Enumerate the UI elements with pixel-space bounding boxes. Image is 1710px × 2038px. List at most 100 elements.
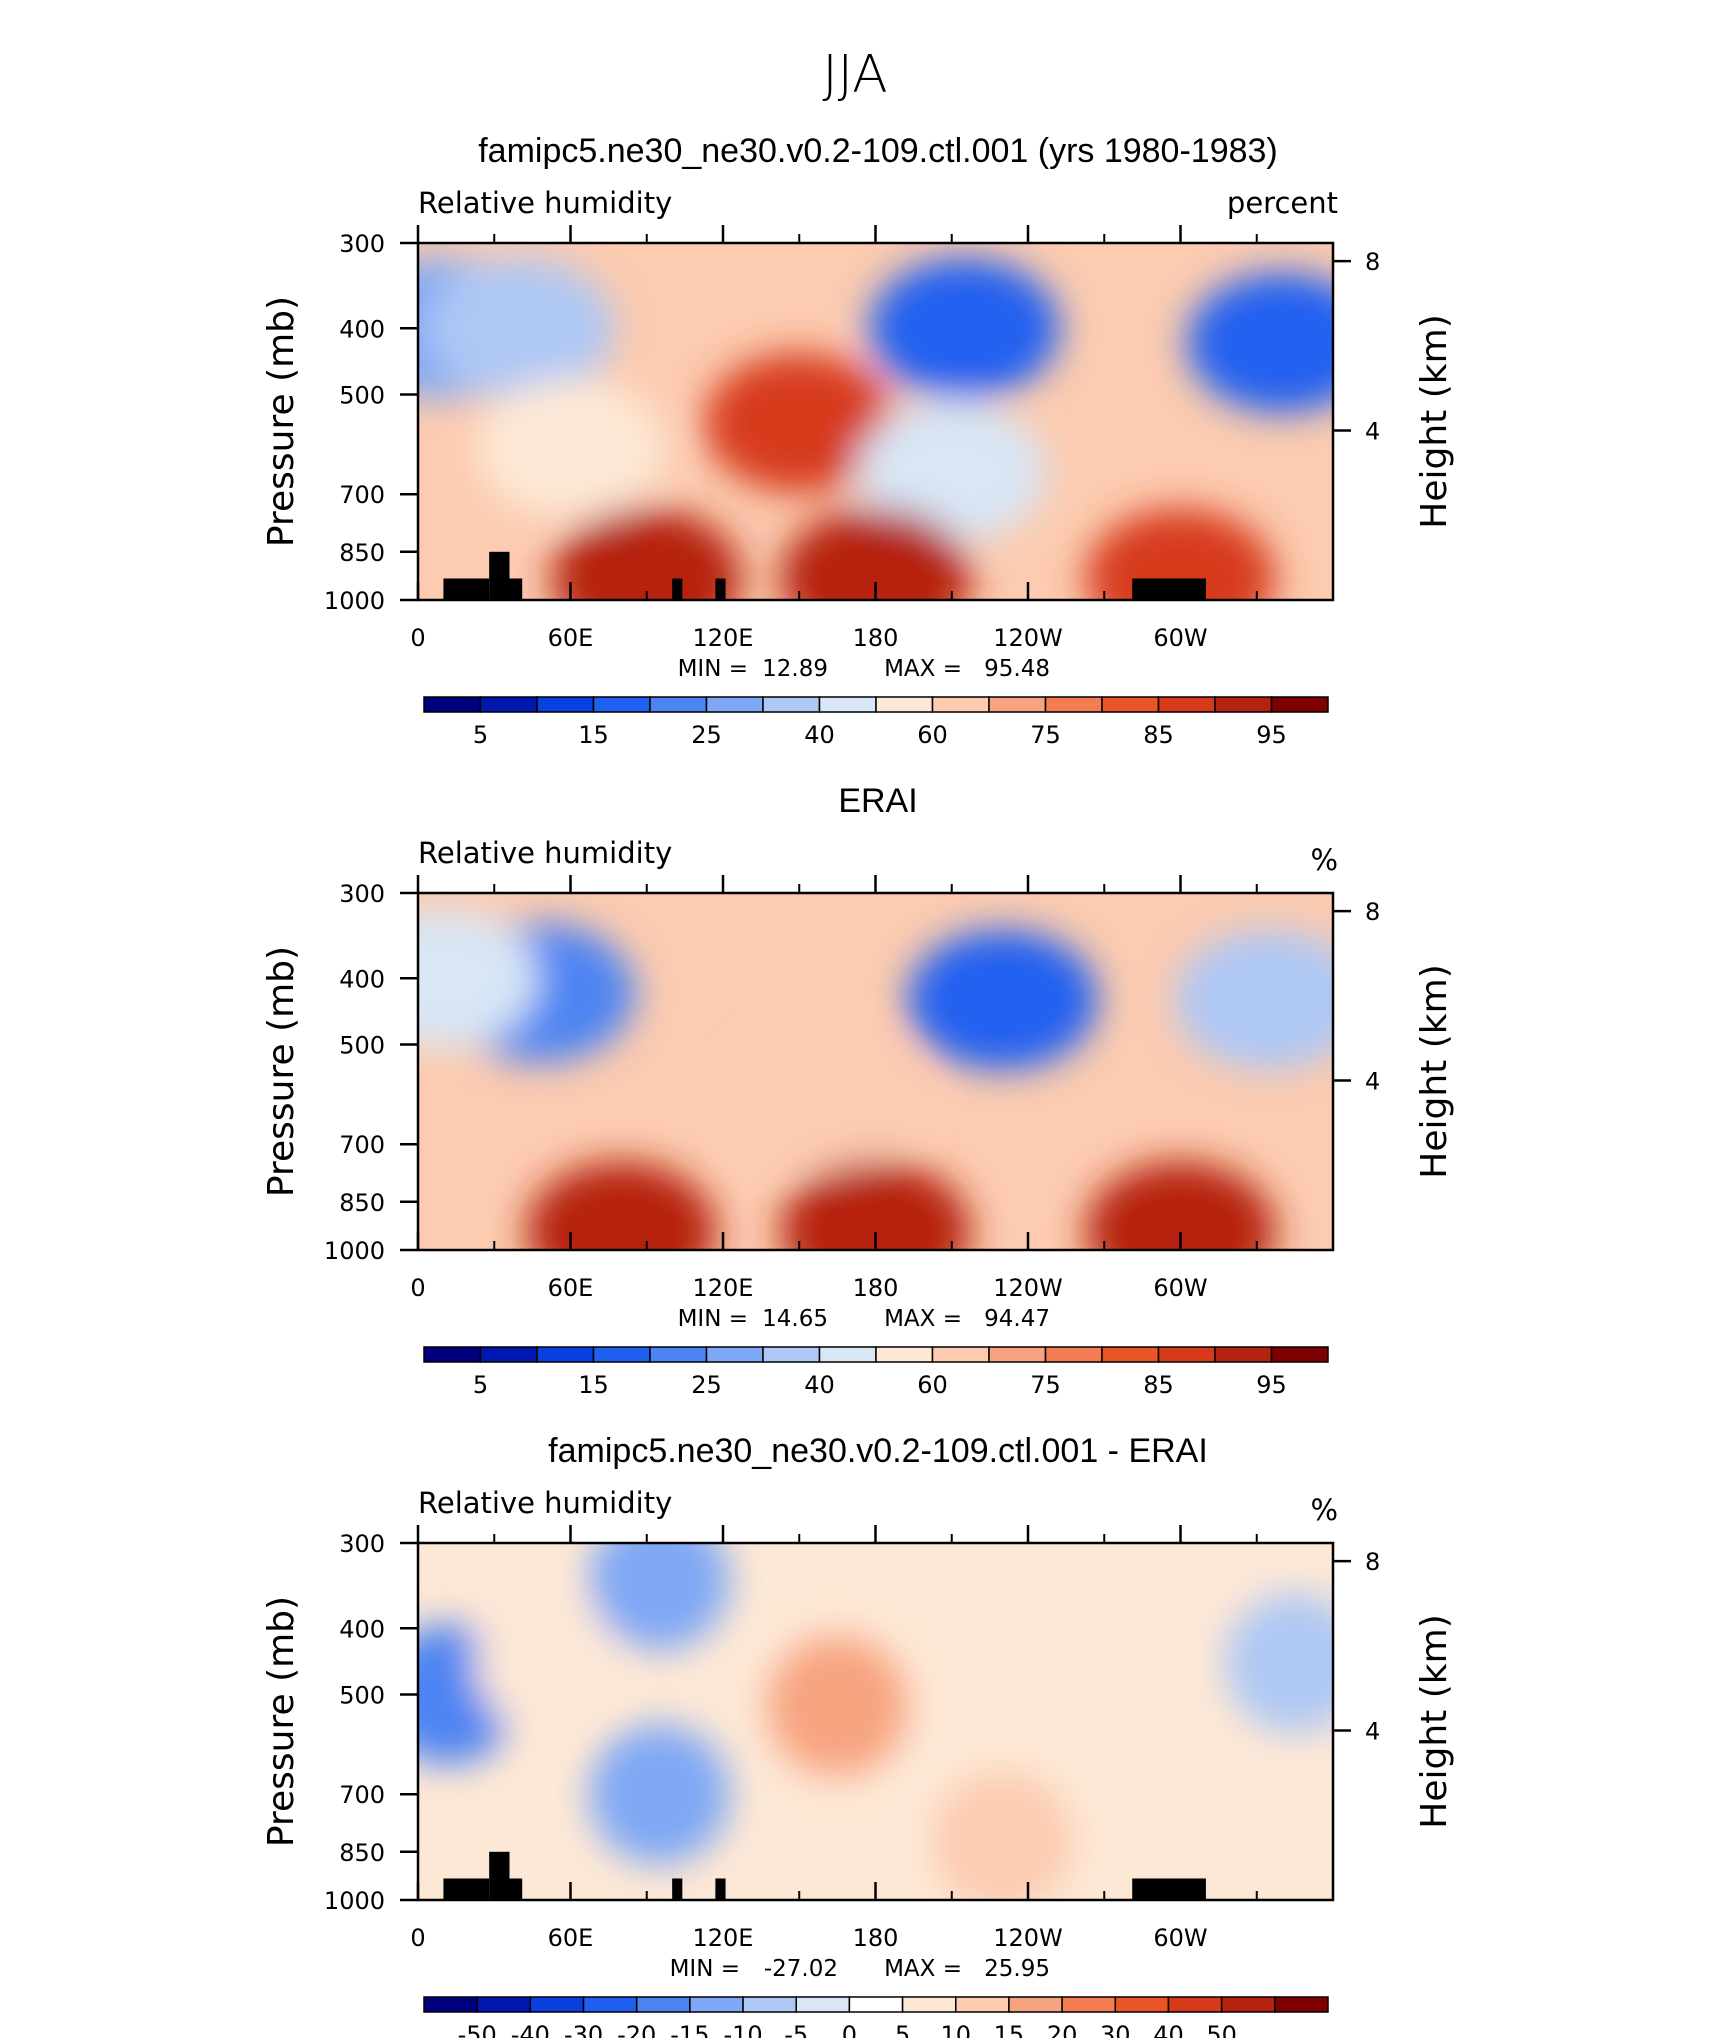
x-tick-label: 180 (853, 1274, 899, 1302)
colorbar-label: 0 (842, 2021, 857, 2038)
axes: 0 60E 120E 180 120W 60W 300 400 500 700 850 1000 8 4 P… (261, 225, 1455, 652)
y-tick-label: 400 (339, 315, 385, 343)
min-label: MIN = (678, 1306, 748, 1332)
y-tick-label: 700 (339, 1781, 385, 1809)
colorbar-label: 15 (994, 2021, 1025, 2038)
y-tick-label: 850 (339, 1839, 385, 1867)
contour-region (589, 1543, 730, 1651)
panel-title: famipc5.ne30_ne30.v0.2-109.ctl.001 (yrs … (478, 132, 1278, 170)
contour-region (856, 402, 1047, 543)
colorbar-label: 5 (895, 2021, 910, 2038)
colorbar-swatch (848, 1996, 904, 2013)
colorbar-swatch (529, 1996, 585, 2013)
colorbar-swatch (592, 696, 651, 713)
y-axis-label: Pressure (mb) (261, 946, 302, 1197)
y-tick-label: 700 (339, 481, 385, 509)
colorbar: -50 -40 -30 -20 -15 -10 -5 0 5 10 15 20 30 40 50 (423, 1996, 1329, 2038)
colorbar-swatch (795, 1996, 851, 2013)
x-tick-label: 0 (410, 1274, 425, 1302)
colorbar-swatch (536, 1346, 595, 1363)
y-tick-label: 1000 (324, 587, 385, 615)
colorbar-swatch (931, 696, 990, 713)
colorbar-label: -30 (564, 2021, 603, 2038)
y-tick-label: 1000 (324, 1237, 385, 1265)
panel-title: ERAI (838, 782, 917, 820)
x-tick-label: 180 (853, 624, 899, 652)
topography-mask (489, 551, 510, 600)
colorbar-label: 15 (578, 1371, 609, 1399)
colorbar-swatch (582, 1996, 638, 2013)
contour-region (475, 1593, 616, 1734)
colorbar-label: 75 (1030, 1371, 1061, 1399)
x-tick-label: 120E (693, 1924, 754, 1952)
colorbar-swatch (1101, 696, 1160, 713)
colorbar-label: 95 (1256, 1371, 1287, 1399)
contour-plot (418, 1543, 1333, 1900)
colorbar-swatch (901, 1996, 957, 2013)
contour-region (704, 352, 895, 493)
colorbar-swatch (875, 1346, 934, 1363)
axes: 0 60E 120E 180 120W 60W 300 400 500 700 850 1000 8 4 P… (261, 1525, 1455, 1952)
figure-suptitle: JJA (822, 45, 887, 105)
topography-mask (443, 1878, 490, 1900)
colorbar-label: -15 (670, 2021, 709, 2038)
colorbar-swatch (1044, 1346, 1103, 1363)
colorbar-label: 40 (1153, 2021, 1184, 2038)
y-tick-label: 500 (339, 1681, 385, 1709)
x-tick-label: 120E (693, 624, 754, 652)
colorbar-swatch (476, 1996, 532, 2013)
contour-region (424, 258, 615, 399)
min-value: -27.02 (764, 1956, 838, 1982)
colorbar-swatch (762, 696, 821, 713)
panel-title: famipc5.ne30_ne30.v0.2-109.ctl.001 - ERA… (548, 1432, 1208, 1470)
contour-region (418, 908, 539, 1049)
colorbar-swatch (1044, 696, 1103, 713)
x-tick-label: 60E (548, 1924, 594, 1952)
max-label: MAX = (884, 1956, 962, 1982)
colorbar-label: 5 (473, 1371, 488, 1399)
topography-mask (715, 578, 726, 600)
colorbar-label: 85 (1143, 721, 1174, 749)
colorbar-label: 30 (1100, 2021, 1131, 2038)
contour-region (1085, 1161, 1276, 1250)
y-tick-label: 850 (339, 539, 385, 567)
topography-mask (672, 578, 683, 600)
variable-label: Relative humidity (418, 836, 672, 870)
contour-region (780, 1161, 971, 1250)
contour-region (1187, 272, 1333, 413)
colorbar-swatch (689, 1996, 744, 2013)
y-tick-label: 850 (339, 1189, 385, 1217)
panel-erai: ERAI Relative humidity % 0 60E 120E 180 120W… (261, 782, 1455, 1399)
min-label: MIN = (670, 1956, 740, 1982)
colorbar-swatch (1270, 1346, 1329, 1363)
panel-difference: famipc5.ne30_ne30.v0.2-109.ctl.001 - ERA… (261, 1432, 1455, 2038)
min-label: MIN = (678, 656, 748, 682)
colorbar-swatch (423, 1346, 482, 1363)
colorbar-label: 25 (691, 1371, 722, 1399)
x-tick-label: 60W (1153, 1274, 1207, 1302)
colorbar-swatch (479, 696, 538, 713)
min-value: 14.65 (762, 1306, 828, 1332)
colorbar-swatch (705, 696, 764, 713)
x-tick-label: 180 (853, 1924, 899, 1952)
y-tick-label: 300 (339, 1530, 385, 1558)
contour-region (589, 1724, 730, 1865)
colorbar-swatch (742, 1996, 797, 2013)
x-tick-label: 120E (693, 1274, 754, 1302)
colorbar-swatch (1101, 1346, 1160, 1363)
colorbar-label: -20 (617, 2021, 656, 2038)
topography-mask (715, 1878, 726, 1900)
colorbar-swatch (1157, 1346, 1216, 1363)
colorbar-swatch (705, 1346, 764, 1363)
y2-axis-label: Height (km) (1414, 314, 1455, 528)
max-value: 94.47 (984, 1306, 1050, 1332)
colorbar-label: 60 (917, 721, 948, 749)
contour-region (475, 378, 666, 519)
max-label: MAX = (884, 656, 962, 682)
colorbar-swatch (649, 696, 708, 713)
colorbar-label: -10 (723, 2021, 762, 2038)
colorbar-label: 75 (1030, 721, 1061, 749)
x-tick-label: 60E (548, 1274, 594, 1302)
colorbar-swatch (592, 1346, 651, 1363)
